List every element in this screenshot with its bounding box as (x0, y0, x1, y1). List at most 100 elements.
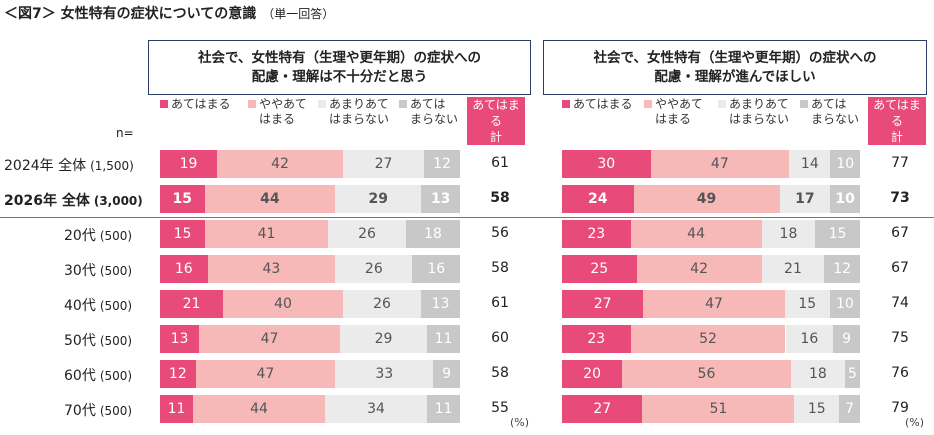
left-bar-segment (160, 360, 196, 388)
left-total-value: 58 (491, 365, 509, 381)
left-bar-segment (193, 395, 325, 423)
right-bar-segment (562, 150, 651, 178)
right-bar-segment (844, 360, 860, 388)
left-bar-value-label: 19 (179, 156, 198, 172)
right-bar-value-label: 21 (784, 261, 802, 277)
row-label-text: 70代 (64, 403, 96, 419)
row-label-text: 50代 (64, 333, 96, 349)
row-label-text: 30代 (64, 263, 96, 279)
right-bar-segment (562, 360, 623, 388)
left-bar-segment (160, 150, 217, 178)
right-bar-value-label: 16 (800, 331, 819, 347)
right-total-value: 74 (891, 295, 909, 311)
right-bar-value-label: 23 (587, 226, 606, 242)
right-bar-value-label: 42 (690, 261, 708, 277)
left-bar-segment (335, 255, 413, 283)
left-bar-value-label: 16 (174, 261, 193, 277)
left-legend-swatch-4 (399, 100, 407, 108)
left-legend-label-4: あては まらない (410, 97, 459, 126)
right-legend-swatch-1 (562, 100, 570, 108)
right-total-value: 73 (890, 190, 910, 206)
left-bar-value-label: 29 (368, 191, 389, 207)
left-bar-segment (412, 255, 460, 283)
left-total-value: 61 (491, 155, 509, 171)
right-bar-value-label: 10 (835, 191, 855, 207)
left-bar-value-label: 26 (358, 226, 376, 242)
row-n-value: (500) (99, 299, 133, 313)
right-bar-segment (761, 220, 816, 248)
left-bar-segment (217, 150, 343, 178)
left-total-header: あてはまる 計 (467, 97, 525, 145)
right-bar-segment (815, 220, 860, 248)
right-bar-segment (562, 290, 644, 318)
row-n-value: (500) (99, 334, 133, 348)
left-total-value: 58 (491, 260, 509, 276)
right-bar-value-label: 47 (705, 296, 723, 312)
row-n-value: (500) (99, 404, 133, 418)
row-label-text: 40代 (64, 298, 96, 314)
right-bar-value-label: 12 (833, 261, 852, 277)
right-bar-segment (794, 395, 840, 423)
right-bar-segment (830, 150, 860, 178)
left-total-value: 58 (490, 190, 510, 206)
left-bar-value-label: 44 (250, 401, 268, 417)
right-bar-segment (630, 220, 762, 248)
row-label-text: 60代 (64, 368, 96, 384)
row-label: 70代 (500) (64, 400, 132, 420)
left-bar-segment (421, 290, 460, 318)
left-bar-segment (427, 395, 460, 423)
right-total-value: 75 (891, 330, 909, 346)
right-total-value: 67 (891, 260, 909, 276)
right-bar-value-label: 44 (687, 226, 705, 242)
row-label: 60代 (500) (64, 365, 132, 385)
figure-title-text: ＜図7＞ 女性特有の症状についての意識 (4, 6, 257, 22)
row-label: 20代 (500) (64, 225, 132, 245)
left-total-value: 56 (491, 225, 509, 241)
left-bar-value-label: 47 (256, 366, 275, 382)
left-bar-segment (207, 255, 336, 283)
row-label-text: 20代 (64, 228, 96, 244)
left-bar-segment (160, 395, 193, 423)
right-bar-segment (779, 185, 831, 213)
left-bar-value-label: 41 (257, 226, 276, 242)
left-bar-value-label: 34 (367, 401, 385, 417)
figure-subtitle: （単一回答） (262, 7, 335, 21)
left-bar-value-label: 13 (431, 296, 450, 312)
right-bar-segment (633, 185, 780, 213)
left-bar-value-label: 47 (260, 331, 279, 347)
left-bar-value-label: 18 (424, 226, 442, 242)
left-bar-value-label: 26 (364, 261, 383, 277)
right-bar-value-label: 15 (798, 296, 817, 312)
left-bar-value-label: 33 (375, 366, 394, 382)
left-total-value: 55 (491, 400, 509, 416)
row-n-value: (500) (99, 369, 133, 383)
right-bar-segment (830, 185, 860, 213)
left-panel-title-text: 社会で、女性特有（生理や更年期）の症状への 配慮・理解は不十分だと思う (198, 49, 481, 85)
row-n-value: (3,000) (93, 194, 143, 208)
row-label: 40代 (500) (64, 295, 132, 315)
right-legend-swatch-2 (644, 100, 652, 108)
left-bar-value-label: 12 (168, 366, 187, 382)
right-legend-swatch-3 (718, 100, 726, 108)
right-bar-segment (562, 325, 631, 353)
right-bar-value-label: 52 (699, 331, 717, 347)
left-bar-value-label: 13 (430, 191, 451, 207)
right-bar-segment (824, 255, 860, 283)
right-legend-label-1: あてはまる (573, 97, 633, 111)
left-legend-swatch-1 (160, 100, 168, 108)
right-bar-value-label: 51 (709, 401, 728, 417)
right-bar-value-label: 7 (845, 401, 855, 417)
right-bar-value-label: 27 (593, 296, 612, 312)
right-bar-value-label: 47 (710, 156, 729, 172)
right-panel-title: 社会で、女性特有（生理や更年期）の症状への 配慮・理解が進んでほしい (543, 40, 927, 95)
right-bar-value-label: 15 (807, 401, 826, 417)
row-label: 2026年 全体 (3,000) (4, 190, 143, 210)
right-bar-value-label: 30 (597, 156, 616, 172)
row-label: 50代 (500) (64, 330, 132, 350)
right-bar-segment (562, 395, 643, 423)
right-bar-value-label: 10 (836, 296, 854, 312)
right-bar-segment (761, 255, 825, 283)
left-bar-segment (424, 150, 460, 178)
right-bar-segment (562, 220, 631, 248)
left-bar-segment (340, 325, 427, 353)
